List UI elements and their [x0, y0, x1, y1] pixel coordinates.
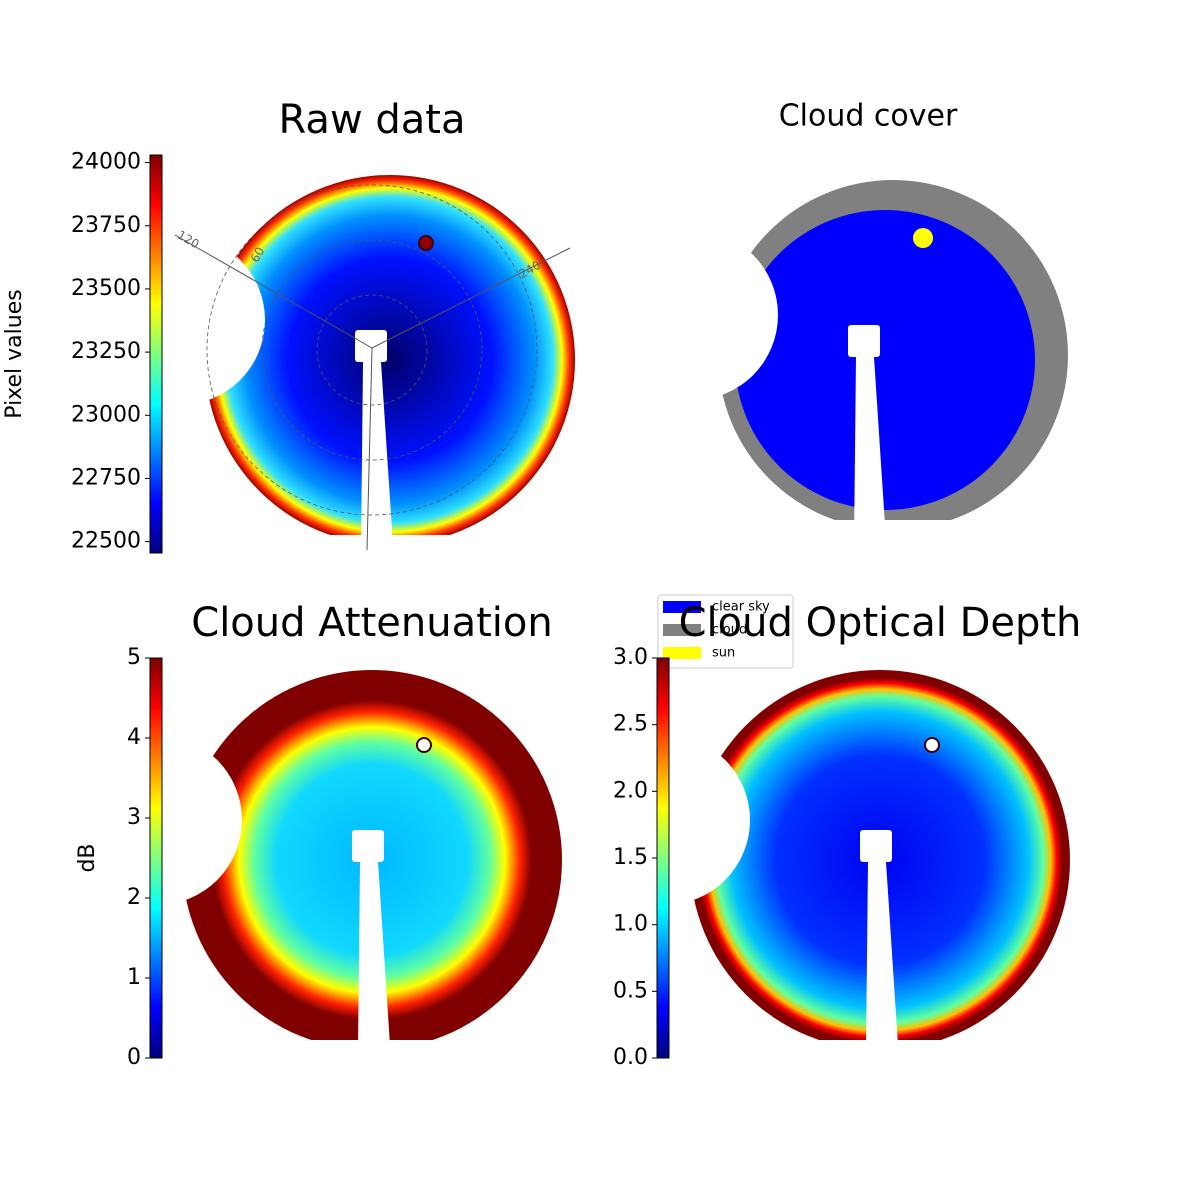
sky-image [608, 180, 1068, 545]
polar-axis [174, 234, 373, 349]
bottom-cut [690, 1040, 1070, 1060]
mast-top [355, 330, 387, 362]
sun-spot [418, 235, 434, 251]
colorbar-tick-label: 3 [127, 805, 141, 830]
clear-region [735, 210, 1035, 510]
colorbar-tick-label: 1.5 [613, 845, 648, 870]
colorbar-tick-label: 22500 [71, 529, 141, 554]
legend-swatch [663, 647, 701, 659]
legend-label: cloud [712, 623, 747, 638]
panel-title: Cloud Optical Depth [679, 600, 1082, 646]
colorbar: 0.0 0.5 1.0 1.5 2.0 2.5 3.0 [613, 645, 670, 1070]
polar-label: 60 [248, 245, 268, 265]
panel-title: Cloud cover [779, 99, 958, 134]
colorbar-scale [656, 657, 670, 1059]
mast [854, 357, 886, 545]
polar-ring [261, 239, 483, 461]
mast-top [860, 830, 892, 862]
mast [866, 862, 898, 1050]
polar-ring [206, 184, 538, 516]
horizon-cut [608, 230, 778, 400]
mast-top [848, 325, 880, 357]
mast [361, 362, 393, 550]
sun-spot [924, 737, 940, 753]
mast [358, 862, 390, 1050]
colorbar-label: Pixel values [2, 289, 27, 418]
legend-label: clear sky [712, 600, 770, 615]
colorbar-label: dB [75, 843, 100, 872]
colorbar-tick-label: 23250 [71, 339, 141, 364]
sky-image [580, 670, 1070, 1060]
colorbar-tick-label: 1 [127, 965, 141, 990]
colorbar-scale [149, 154, 163, 554]
colorbar-tick-label: 2.0 [613, 778, 648, 803]
mast-top [352, 830, 384, 862]
legend-swatch [663, 601, 701, 613]
colorbar-tick-label: 1.0 [613, 912, 648, 937]
legend-swatch [663, 624, 701, 636]
colorbar-tick-label: 23500 [71, 276, 141, 301]
colorbar-tick-label: 2.5 [613, 712, 648, 737]
sun-spot [416, 737, 432, 753]
images [72, 175, 1070, 1060]
sky-image [72, 670, 562, 1060]
colorbar-tick-label: 23750 [71, 213, 141, 238]
bottom-cut [718, 520, 1068, 540]
colorbar-tick-label: 0.5 [613, 978, 648, 1003]
colorbar: 22500 22750 23000 23250 23500 23750 24000 Pixel… [2, 150, 163, 554]
sun-region [913, 228, 933, 248]
colorbar: 0 1 2 3 4 5 dB [75, 645, 163, 1070]
polar-axis [366, 347, 373, 551]
colorbar-tick-label: 4 [127, 725, 141, 750]
colorbar-tick-label: 24000 [71, 150, 141, 175]
colorbar-tick-label: 23000 [71, 402, 141, 427]
polar-axis [371, 247, 571, 349]
sky-image [95, 175, 575, 555]
legend: clear sky cloud sun [657, 594, 794, 669]
bottom-cut [182, 1040, 562, 1060]
colorbar-tick-label: 0 [127, 1045, 141, 1070]
sky-disk [205, 175, 575, 545]
colorbar-tick-label: 2 [127, 885, 141, 910]
legend-label: sun [712, 646, 735, 661]
colorbar-tick-label: 0.0 [613, 1045, 648, 1070]
panel-title: Raw data [279, 97, 466, 143]
overlays: Raw data12060240225002275023000232502350… [2, 97, 1081, 1070]
colorbar-tick-label: 3.0 [613, 645, 648, 670]
panel-title: Cloud Attenuation [191, 600, 552, 646]
colorbar-scale [149, 657, 163, 1059]
colorbar-tick-label: 5 [127, 645, 141, 670]
colorbar-tick-label: 22750 [71, 465, 141, 490]
polar-ring [316, 294, 428, 406]
horizon-cut [95, 235, 265, 405]
